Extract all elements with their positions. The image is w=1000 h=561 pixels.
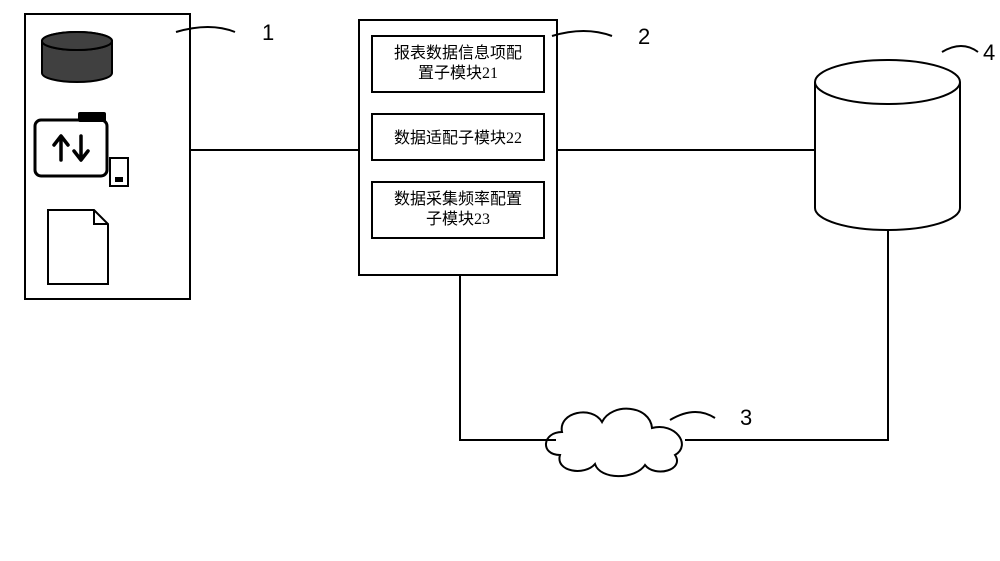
submodule-box: 报表数据信息项配置子模块21: [372, 36, 544, 92]
submodule-box: 数据适配子模块22: [372, 114, 544, 160]
file-icon: [48, 210, 108, 284]
block2-number: 2: [638, 24, 650, 49]
submodule-label-line1: 数据适配子模块22: [394, 129, 522, 147]
transfer-icon: [35, 112, 128, 186]
data-source-block: 1: [25, 14, 274, 299]
submodule-label-line2: 子模块23: [426, 210, 490, 228]
submodule-label-line1: 数据采集频率配置: [394, 190, 522, 208]
cylinder-number: 4: [983, 40, 995, 65]
config-module-block: 2 报表数据信息项配置子模块21 数据适配子模块22 数据采集频率配置子模块23: [359, 20, 650, 275]
storage-cylinder: 4: [815, 40, 995, 230]
submodule-label-line2: 置子模块21: [418, 64, 498, 82]
connectors: [190, 150, 888, 440]
cloud-number: 3: [740, 405, 752, 430]
block1-number: 1: [262, 20, 274, 45]
submodule-label-line1: 报表数据信息项配: [394, 44, 522, 62]
database-icon: [42, 32, 112, 82]
submodule-box: 数据采集频率配置子模块23: [372, 182, 544, 238]
